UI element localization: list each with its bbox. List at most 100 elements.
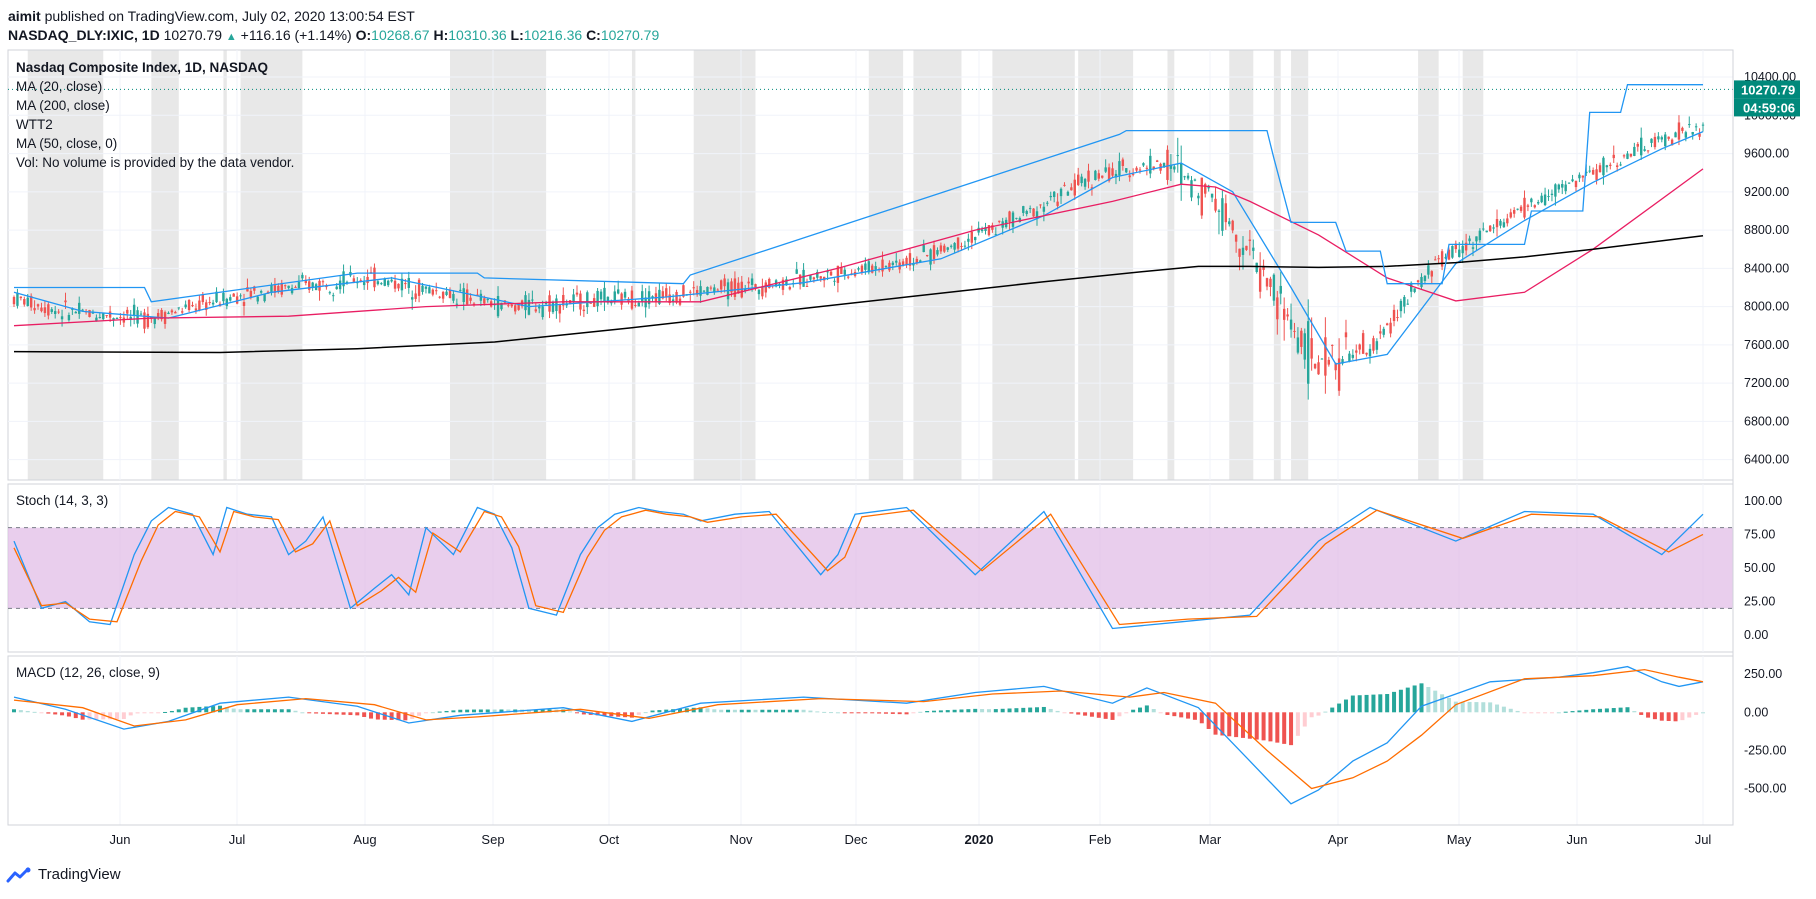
macd-histogram-bar [835,712,840,714]
macd-histogram-bar [1515,710,1520,713]
macd-histogram-bar [1495,704,1500,713]
macd-histogram-bar [451,710,456,713]
candle-body [1272,274,1276,301]
macd-histogram-bar [1144,705,1149,713]
tradingview-footer[interactable]: TradingView [6,866,121,883]
legend-wtt2[interactable]: WTT2 [16,117,53,132]
macd-histogram-bar [1398,689,1403,713]
candle-body [242,302,246,306]
legend-ma50[interactable]: MA (50, close, 0) [16,136,118,151]
candle-body [146,313,150,328]
candle-body [1653,136,1657,148]
macd-histogram-bar [1659,712,1664,721]
candle-body [661,291,665,299]
macd-histogram-bar [80,712,85,720]
candle-body [665,288,668,298]
legend-ma20[interactable]: MA (20, close) [16,79,103,94]
macd-histogram-bar [1577,710,1582,713]
candle-body [1519,206,1523,211]
candle-body [936,250,939,255]
candle-body [1176,155,1179,157]
candle-body [1293,330,1296,332]
candle-body [1478,230,1482,241]
candle-body [1351,354,1355,358]
macd-histogram-bar [300,712,305,714]
candle-body [438,296,441,298]
candle-body [428,287,431,294]
candle-body [1437,258,1440,260]
candle-body [1018,218,1022,222]
candle-body [342,271,345,287]
candle-body [1334,362,1337,371]
candle-body [1361,333,1365,354]
candle-body [1509,212,1512,218]
x-axis-tick-label: Sep [481,832,504,847]
macd-histogram-bar [533,709,538,713]
candle-body [901,261,905,265]
candle-body [1307,321,1310,384]
price-change: +116.16 (+1.14%) [240,27,352,43]
macd-histogram-bar [327,712,332,715]
candle-body [1241,247,1245,255]
candle-body [431,289,435,295]
candle-body [1125,168,1128,173]
macd-histogram-bar [60,712,65,716]
macd-histogram-bar [437,711,442,713]
symbol-label[interactable]: NASDAQ_DLY:IXIC, 1D [8,27,160,43]
macd-histogram-bar [245,709,250,713]
stoch-title[interactable]: Stoch (14, 3, 3) [16,493,109,508]
candle-body [1248,239,1252,241]
candle-body [1636,143,1639,147]
candle-body [541,306,544,318]
candle-body [95,317,98,322]
macd-histogram-bar [705,708,710,713]
candle-body [586,292,589,308]
macd-histogram-bar [1035,707,1040,713]
candle-body [98,317,102,319]
candle-body [1564,184,1567,192]
candle-body [1296,337,1300,353]
closed-session-band [1291,50,1309,480]
x-axis-tick-label: Feb [1089,832,1111,847]
legend-title[interactable]: Nasdaq Composite Index, 1D, NASDAQ [16,60,269,75]
candle-body [1416,280,1420,283]
macd-histogram-bar [664,709,669,713]
candle-body [1512,209,1516,214]
candle-body [167,312,170,315]
macd-title[interactable]: MACD (12, 26, close, 9) [16,665,161,680]
macd-histogram-bar [423,712,428,714]
x-axis-tick-label: Oct [599,832,620,847]
candle-body [1138,169,1142,171]
macd-histogram-bar [1131,709,1136,713]
legend-vol[interactable]: Vol: No volume is provided by the data v… [16,155,295,170]
candle-body [479,293,483,301]
candle-body [222,292,225,302]
candle-body [1701,124,1705,126]
candle-body [112,318,115,320]
candle-body [802,269,805,287]
legend-ma200[interactable]: MA (200, close) [16,98,110,113]
candle-body [1310,338,1313,359]
candle-body [671,299,675,302]
candle-body [1015,217,1018,219]
macd-histogram-bar [568,711,573,713]
macd-histogram-bar [32,711,37,713]
stoch-axis-tick-label: 25.00 [1744,595,1775,609]
macd-histogram-bar [348,712,353,716]
macd-histogram-bar [1275,712,1280,743]
up-arrow-icon: ▲ [225,31,237,43]
macd-histogram-bar [1124,712,1129,714]
candle-body [836,265,840,283]
author-name[interactable]: aimit [8,8,41,24]
macd-histogram-bar [1295,712,1300,736]
candle-body [606,296,610,303]
macd-histogram-bar [1378,694,1383,713]
macd-histogram-bar [1151,708,1156,713]
macd-axis-tick-label: 250.00 [1744,667,1782,681]
candle-body [1135,167,1138,171]
candle-body [1152,166,1155,169]
macd-histogram-bar [526,709,531,713]
macd-histogram-bar [1701,712,1705,714]
macd-histogram-bar [1316,712,1321,716]
macd-histogram-bar [1687,712,1692,718]
